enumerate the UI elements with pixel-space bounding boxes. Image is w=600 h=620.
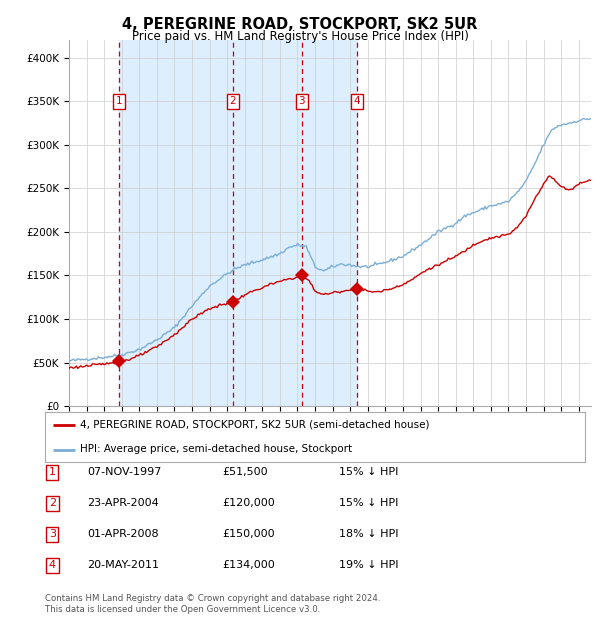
Text: 1: 1 xyxy=(49,467,56,477)
Text: HPI: Average price, semi-detached house, Stockport: HPI: Average price, semi-detached house,… xyxy=(80,445,352,454)
Text: 1: 1 xyxy=(116,96,122,106)
Text: 3: 3 xyxy=(299,96,305,106)
Text: 2: 2 xyxy=(229,96,236,106)
Text: 20-MAY-2011: 20-MAY-2011 xyxy=(87,560,159,570)
Text: 3: 3 xyxy=(49,529,56,539)
Text: 4, PEREGRINE ROAD, STOCKPORT, SK2 5UR: 4, PEREGRINE ROAD, STOCKPORT, SK2 5UR xyxy=(122,17,478,32)
Text: 23-APR-2004: 23-APR-2004 xyxy=(87,498,159,508)
Bar xyxy=(119,40,357,406)
Text: Contains HM Land Registry data © Crown copyright and database right 2024.
This d: Contains HM Land Registry data © Crown c… xyxy=(45,595,380,614)
Text: £150,000: £150,000 xyxy=(222,529,275,539)
Text: 4: 4 xyxy=(49,560,56,570)
Text: £51,500: £51,500 xyxy=(222,467,268,477)
Text: £134,000: £134,000 xyxy=(222,560,275,570)
Text: 19% ↓ HPI: 19% ↓ HPI xyxy=(339,560,398,570)
Text: 01-APR-2008: 01-APR-2008 xyxy=(87,529,158,539)
Text: 2: 2 xyxy=(49,498,56,508)
Text: 15% ↓ HPI: 15% ↓ HPI xyxy=(339,498,398,508)
Text: 18% ↓ HPI: 18% ↓ HPI xyxy=(339,529,398,539)
Text: 4, PEREGRINE ROAD, STOCKPORT, SK2 5UR (semi-detached house): 4, PEREGRINE ROAD, STOCKPORT, SK2 5UR (s… xyxy=(80,420,430,430)
Text: 15% ↓ HPI: 15% ↓ HPI xyxy=(339,467,398,477)
Text: £120,000: £120,000 xyxy=(222,498,275,508)
Text: Price paid vs. HM Land Registry's House Price Index (HPI): Price paid vs. HM Land Registry's House … xyxy=(131,30,469,43)
Text: 07-NOV-1997: 07-NOV-1997 xyxy=(87,467,161,477)
Text: 4: 4 xyxy=(353,96,360,106)
